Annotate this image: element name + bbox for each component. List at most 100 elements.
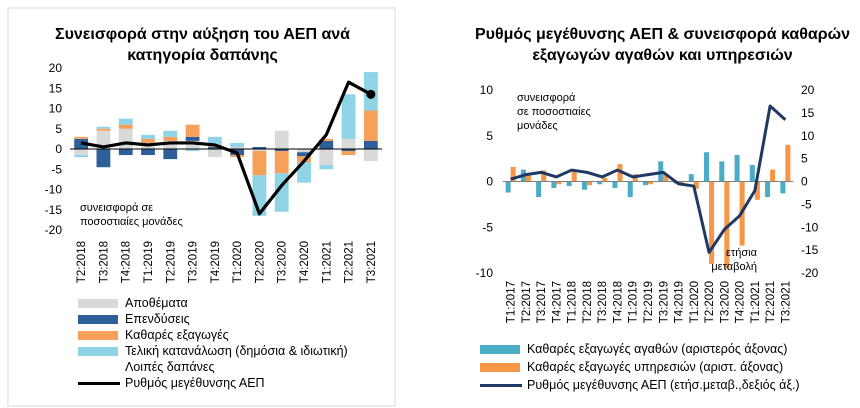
bar-t4-2020--8ed3e6 — [297, 162, 311, 183]
bar-t2-2021--4bacc6 — [765, 181, 771, 198]
right-left-y-tick-label: -10 — [476, 266, 494, 280]
bar-t3-2018--f6a05a — [96, 128, 111, 131]
left-y-tick-label: 0 — [55, 142, 62, 156]
bar-t4-2019--d9d9d9 — [207, 149, 222, 158]
left-x-tick-label: T1:2021 — [321, 241, 333, 283]
bar-t2-2019--f6a05a — [163, 136, 178, 141]
bar-t1-2021--8ed3e6 — [319, 165, 334, 170]
bar-t3-2021--2e5f99 — [363, 140, 378, 149]
bar-t1-2021--f79646 — [754, 181, 760, 200]
legend-swatch-investment — [78, 315, 118, 324]
left-y-tick-label: -10 — [45, 183, 63, 197]
right-x-tick-label: T2:2020 — [704, 281, 716, 323]
bar-t2-2021--f79646 — [770, 169, 776, 182]
bar-t1-2021--d9d9d9 — [319, 149, 334, 166]
left-x-tick-label: T2:2018 — [76, 241, 88, 283]
right-right-y-tick-label: 20 — [801, 83, 815, 97]
right-right-y-tick-label: 10 — [801, 129, 815, 143]
bar-t4-2019--8ed3e6 — [207, 136, 222, 145]
bar-t2-2020--2e5f99 — [252, 146, 267, 149]
right-gdp-growth-line — [510, 104, 787, 254]
right-x-tick-label: T2:2018 — [582, 281, 594, 323]
left-annotation-line-2: ποσοστιαίες μονάδες — [80, 216, 183, 228]
bar-t3-2019--f6a05a — [185, 124, 200, 137]
bar-t1-2017--f79646 — [510, 166, 516, 182]
bar-t2-2018--f6a05a — [74, 136, 89, 139]
bar-t1-2020--d9d9d9 — [230, 146, 245, 149]
bar-t2-2018--f79646 — [586, 181, 592, 186]
right-chart-legend: Καθαρές εξαγωγές αγαθών (αριστερός άξονα… — [480, 341, 855, 401]
legend-label-gdp-growth: Ρυθμός μεγέθυνσης ΑΕΠ — [125, 376, 265, 390]
right-x-tick-label: T1:2018 — [567, 281, 579, 323]
bar-t2-2020--4bacc6 — [704, 152, 710, 182]
legend-label-services-exports: Καθαρές εξαγωγές υπηρεσιών (αριστ. άξονα… — [527, 360, 784, 374]
right-annotation-right-line-1: ετήσια — [726, 247, 758, 259]
right-right-y-tick-label: 15 — [801, 106, 815, 120]
bar-t3-2020--4bacc6 — [719, 161, 725, 182]
right-annotation-left-line-2: σε ποσοστιαίες — [517, 106, 591, 118]
right-x-tick-label: T3:2017 — [536, 281, 548, 323]
bar-t3-2020--f6a05a — [274, 151, 289, 174]
bar-t4-2020--2e5f99 — [297, 152, 311, 157]
bar-t4-2018--4bacc6 — [612, 181, 618, 188]
bar-t3-2021--4bacc6 — [780, 181, 786, 194]
legend-label-net-exports: Καθαρές εξαγωγές — [125, 328, 229, 342]
bar-t1-2021--f6a05a — [319, 138, 334, 141]
bar-t2-2017--f79646 — [525, 173, 531, 182]
bar-t1-2021--4bacc6 — [749, 165, 755, 182]
legend-label-investment: Επενδύσεις — [125, 312, 190, 326]
bar-t1-2020--f79646 — [693, 181, 699, 189]
left-x-tick-label: T1:2019 — [143, 241, 155, 283]
right-right-y-tick-label: -15 — [801, 243, 819, 257]
left-x-tick-label: T2:2019 — [165, 241, 177, 283]
bar-t3-2017--4bacc6 — [536, 181, 542, 198]
bar-t3-2019--2e5f99 — [185, 136, 200, 141]
bar-t2-2021--d9d9d9 — [341, 138, 356, 149]
right-x-tick-label: T4:2020 — [735, 281, 747, 323]
right-x-tick-label: T1:2017 — [506, 281, 518, 323]
right-x-tick-label: T3:2020 — [719, 281, 731, 323]
right-annotation-right-line-2: μεταβολή — [711, 261, 757, 273]
left-gdp-growth-line — [80, 80, 372, 216]
bar-t2-2020--f6a05a — [252, 151, 267, 176]
bar-t3-2021--d9d9d9 — [363, 149, 378, 162]
bar-t3-2019--f79646 — [663, 174, 669, 182]
bar-t4-2020--d9d9d9 — [297, 149, 311, 153]
bar-t2-2020--f79646 — [709, 181, 715, 264]
bar-t3-2018--4bacc6 — [597, 181, 603, 185]
bar-t3-2018--d9d9d9 — [96, 130, 111, 149]
right-right-y-tick-label: 0 — [801, 175, 808, 189]
legend-swatch-final-consumption — [78, 347, 118, 356]
bar-t3-2020--2e5f99 — [274, 149, 289, 152]
bar-t1-2018--4bacc6 — [566, 181, 572, 187]
bar-t1-2019--4bacc6 — [627, 181, 633, 198]
right-x-tick-label: T3:2019 — [658, 281, 670, 323]
legend-label-final-consumption: Τελική κατανάλωση (δημόσια & ιδιωτική) — [125, 344, 348, 358]
bar-t3-2020--d9d9d9 — [274, 130, 289, 149]
bar-t1-2018--f79646 — [571, 171, 577, 182]
left-chart-svg: 20 15 10 5 0 -5 -10 -15 -20 T2:2018 T3:2018 T4:2018… — [7, 7, 396, 407]
legend-line-gdp-growth-right — [480, 384, 522, 387]
right-chart-title: Ρυθμός μεγέθυνσης ΑΕΠ & συνεισφορά καθαρ… — [475, 26, 850, 64]
bar-t2-2019--f79646 — [648, 181, 654, 185]
left-gdp-last-point-marker — [366, 89, 376, 99]
left-x-tick-label: T4:2019 — [210, 241, 222, 283]
bar-t2-2019--4bacc6 — [642, 181, 648, 186]
bar-t4-2018--2e5f99 — [118, 149, 133, 156]
left-x-tick-label: T3:2018 — [98, 241, 110, 283]
bar-t2-2020--d9d9d9 — [252, 149, 267, 152]
left-chart-title: Συνεισφορά στην αύξηση του ΑΕΠ ανά κατηγ… — [54, 26, 351, 64]
left-chart-panel: Συνεισφορά στην αύξηση του ΑΕΠ ανά κατηγ… — [0, 0, 400, 408]
bar-t3-2021--f6a05a — [363, 110, 378, 141]
legend-label-other-expenditure: Λοιπές δαπάνες — [125, 360, 215, 374]
right-x-tick-label: T1:2019 — [628, 281, 640, 323]
bar-t3-2019--8ed3e6 — [185, 149, 200, 152]
legend-label-goods-exports: Καθαρές εξαγωγές αγαθών (αριστερός άξονα… — [527, 342, 788, 356]
bar-t1-2020--8ed3e6 — [230, 142, 245, 147]
left-x-tick-label: T4:2020 — [299, 241, 311, 283]
right-chart-panel: Ρυθμός μεγέθυνσης ΑΕΠ & συνεισφορά καθαρ… — [455, 0, 860, 408]
bar-t2-2018--d9d9d9 — [74, 149, 89, 156]
right-x-tick-label: T4:2018 — [612, 281, 624, 323]
legend-label-gdp-growth-right: Ρυθμός μεγέθυνσης ΑΕΠ (ετήσ.μεταβ.,δεξιό… — [527, 378, 800, 392]
